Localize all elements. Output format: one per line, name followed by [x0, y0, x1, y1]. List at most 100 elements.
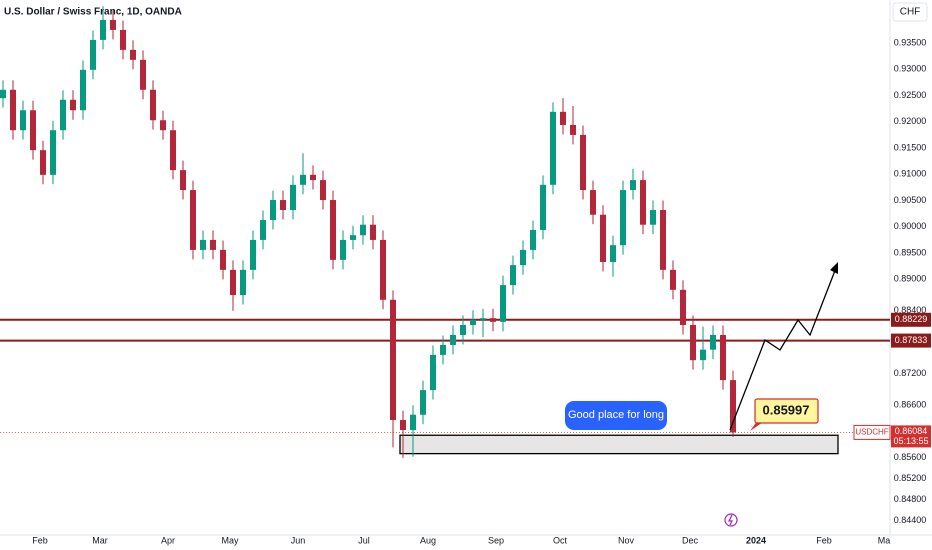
candle-body [0, 89, 6, 99]
candle-body [590, 190, 596, 215]
y-tick-label: 0.91000 [894, 169, 927, 179]
y-tick-label: 0.93500 [894, 37, 927, 47]
candle-body [310, 174, 316, 181]
x-tick-label: Oct [553, 535, 568, 545]
candle-body [610, 245, 616, 262]
candle-body [700, 349, 706, 361]
level-tag-label: 0.87833 [895, 335, 928, 345]
candle-body [660, 210, 666, 270]
y-tick-label: 0.90000 [894, 221, 927, 231]
arrow-head [830, 262, 838, 274]
candle-body [250, 239, 256, 270]
symbol-tag [853, 424, 891, 440]
candle-body [400, 420, 406, 430]
y-tick-label: 0.91500 [894, 142, 927, 152]
candle-body [680, 289, 686, 325]
candle-body [500, 285, 506, 322]
x-tick-label: Feb [32, 535, 48, 545]
candle-body [420, 390, 426, 415]
candle-body [20, 110, 26, 131]
candle-body [60, 99, 66, 131]
candle-body [480, 318, 486, 320]
candle-body [190, 190, 196, 250]
y-tick-label: 0.93000 [894, 64, 927, 74]
chart-title: U.S. Dollar / Swiss Franc, 1D, OANDA [4, 7, 182, 18]
x-tick-label: Aug [420, 535, 436, 545]
note-text: Good place for long [568, 409, 664, 421]
candle-body [280, 200, 286, 211]
y-tick-label: 0.86600 [894, 400, 927, 410]
candle-body [130, 49, 136, 60]
candle-body [640, 180, 646, 225]
candle-body [580, 134, 586, 191]
candle-body [520, 249, 526, 266]
candle-body [10, 89, 16, 131]
y-tick-label: 0.90500 [894, 195, 927, 205]
x-tick-label: Sep [488, 535, 504, 545]
currency-box[interactable] [892, 2, 928, 22]
candle-body [390, 299, 396, 421]
candle-body [600, 214, 606, 262]
candle-body [30, 110, 36, 151]
y-tick-label: 0.85600 [894, 452, 927, 462]
candle-body [90, 39, 96, 70]
event-icon[interactable] [724, 513, 738, 527]
y-tick-label: 0.92000 [894, 116, 927, 126]
candle-body [540, 184, 546, 230]
x-tick-label: Nov [618, 535, 635, 545]
candle-body [270, 200, 276, 220]
level-tag [891, 312, 931, 327]
candle-body [530, 229, 536, 250]
candle-body [470, 319, 476, 325]
note-bubble [565, 401, 667, 430]
x-tick-label: Apr [161, 535, 175, 545]
candle-body [150, 89, 156, 121]
x-tick-label: 2024 [746, 535, 766, 545]
y-tick-label: 0.87200 [894, 368, 927, 378]
callout-box [754, 398, 819, 424]
candle-body [100, 19, 106, 40]
candle-body [220, 249, 226, 270]
candle-body [490, 318, 496, 322]
x-tick-label: Feb [816, 535, 832, 545]
y-tick-label: 0.85200 [894, 473, 927, 483]
y-tick-label: 0.88400 [894, 305, 927, 315]
candle-body [510, 265, 516, 286]
callout-text: 0.85997 [763, 402, 810, 417]
x-tick-label: Ma [878, 535, 891, 545]
candle-body [730, 380, 736, 433]
price-tag [891, 425, 931, 448]
candle-body [380, 239, 386, 300]
candle-body [200, 239, 206, 250]
candle-body [450, 334, 456, 345]
candle-body [40, 150, 46, 175]
candle-body [340, 239, 346, 260]
candle-body [670, 269, 676, 290]
x-tick-label: May [221, 535, 239, 545]
price-tag-label: 0.86084 [895, 426, 928, 436]
candle-body [70, 99, 76, 111]
candle-body [350, 235, 356, 240]
y-tick-label: 0.84800 [894, 494, 927, 504]
candle-body [570, 124, 576, 135]
support-zone [399, 434, 839, 455]
candle-body [560, 111, 566, 125]
candle-body [630, 180, 636, 191]
candle-body [300, 174, 306, 185]
candle-body [160, 120, 166, 131]
y-tick-label: 0.89500 [894, 247, 927, 257]
y-tick-label: 0.89000 [894, 274, 927, 284]
candle-body [440, 344, 446, 355]
candle-body [320, 180, 326, 201]
level-tag [891, 333, 931, 348]
candle-body [650, 210, 656, 225]
candle-body [330, 200, 336, 260]
candle-body [290, 184, 296, 211]
candle-body [50, 130, 56, 175]
candle-body [460, 324, 466, 335]
event-icon-bolt [728, 514, 733, 526]
candle-body [110, 19, 116, 30]
candle-body [370, 224, 376, 240]
currency-label[interactable]: CHF [900, 7, 921, 18]
y-tick-label: 0.84400 [894, 515, 927, 525]
